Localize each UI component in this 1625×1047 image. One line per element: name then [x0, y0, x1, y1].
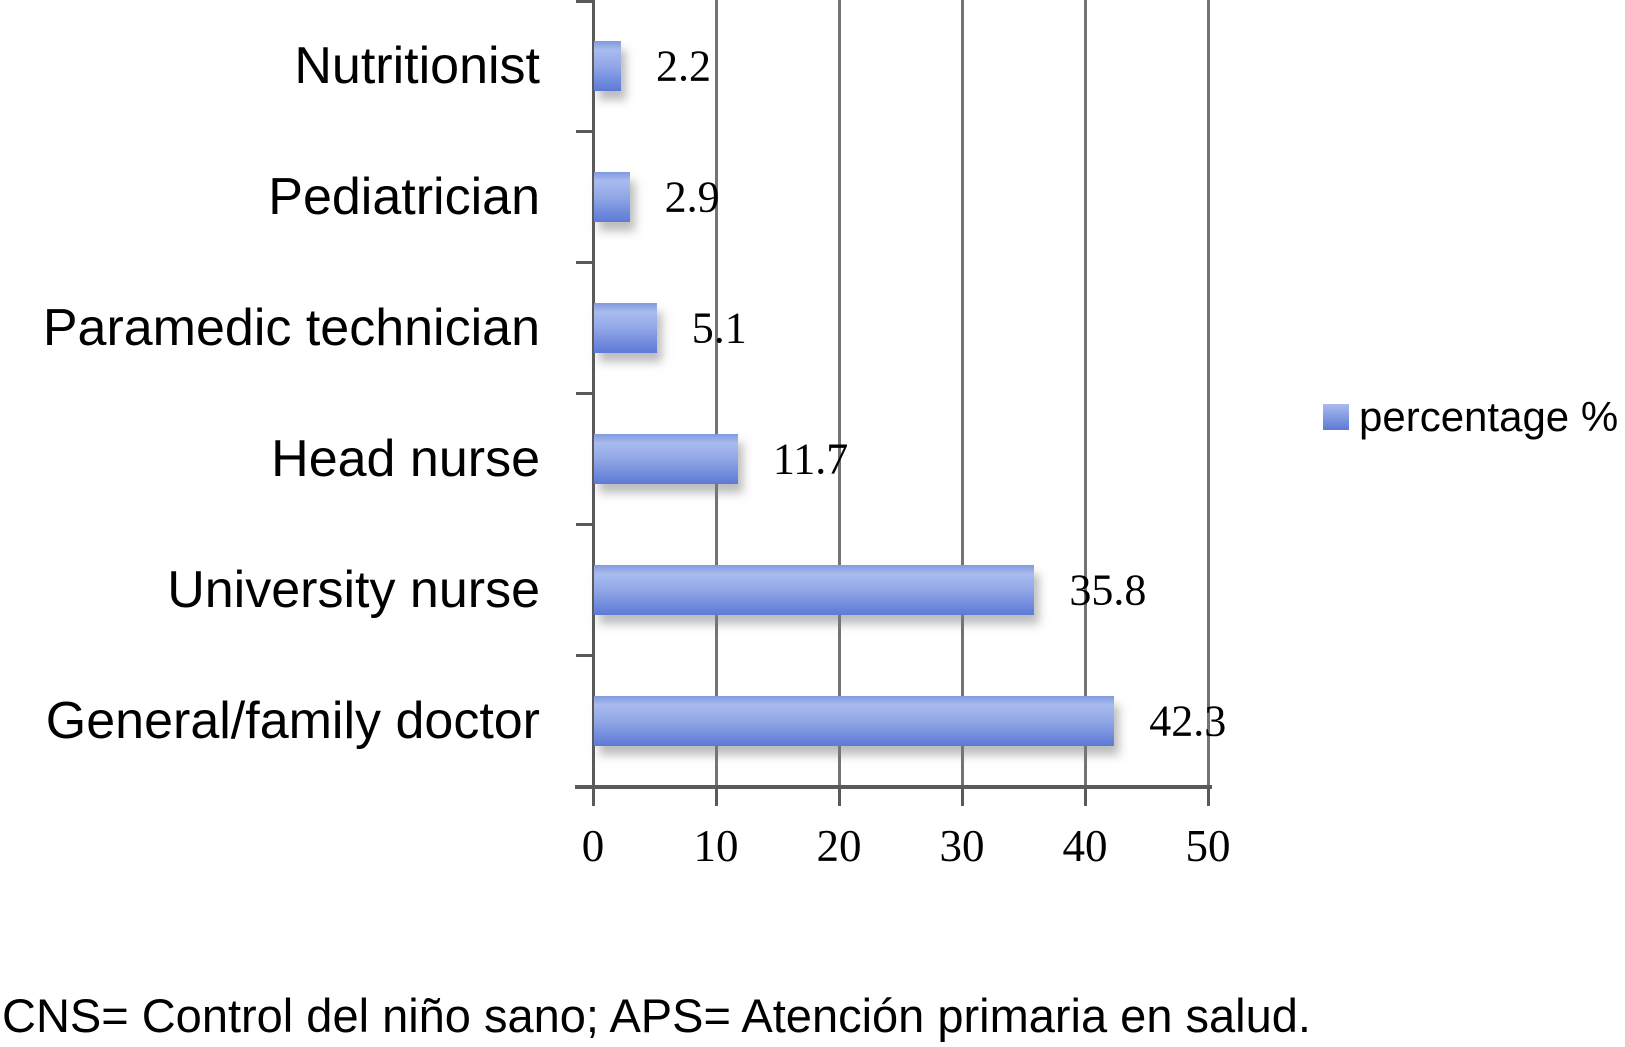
bar-university-nurse — [594, 564, 1035, 615]
value-label: 2.2 — [656, 41, 712, 90]
gridline-30 — [960, 0, 964, 786]
legend: percentage % — [1323, 393, 1618, 441]
y-tick-4 — [576, 522, 593, 526]
x-tick-label-40: 40 — [1062, 821, 1108, 871]
gridline-50 — [1206, 0, 1210, 786]
gridline-40 — [1083, 0, 1087, 786]
category-label: Pediatrician — [268, 167, 540, 226]
legend-swatch-icon — [1323, 404, 1349, 430]
bar-head-nurse — [594, 433, 738, 484]
x-tick-40 — [1083, 786, 1087, 806]
category-label: General/family doctor — [45, 691, 540, 750]
category-label: Nutritionist — [294, 36, 540, 95]
x-tick-label-10: 10 — [693, 821, 739, 871]
x-tick-label-50: 50 — [1185, 821, 1231, 871]
category-label: Paramedic technician — [42, 298, 540, 357]
x-tick-20 — [837, 786, 841, 806]
y-axis-line — [591, 0, 595, 786]
legend-label: percentage % — [1359, 393, 1619, 440]
category-label: University nurse — [167, 560, 540, 619]
y-tick-2 — [576, 260, 593, 264]
footnote-text: CNS= Control del niño sano; APS= Atenció… — [2, 989, 1311, 1042]
x-tick-10 — [714, 786, 718, 806]
x-tick-label-0: 0 — [581, 821, 605, 871]
bar-paramedic-technician — [594, 302, 657, 353]
value-label: 42.3 — [1149, 696, 1227, 745]
x-axis-line — [575, 785, 1212, 789]
x-tick-label-20: 20 — [816, 821, 862, 871]
y-tick-5 — [576, 653, 593, 657]
value-label: 35.8 — [1069, 565, 1147, 614]
y-tick-0 — [576, 0, 593, 3]
value-label: 11.7 — [772, 434, 849, 483]
x-tick-30 — [960, 786, 964, 806]
y-tick-1 — [576, 129, 593, 133]
gridline-20 — [837, 0, 841, 786]
bar-general-family-doctor — [594, 695, 1115, 746]
category-label: Head nurse — [271, 429, 540, 488]
bar-nutritionist — [594, 40, 622, 91]
x-tick-0 — [591, 786, 595, 806]
value-label: 2.9 — [664, 172, 720, 221]
gridline-10 — [714, 0, 718, 786]
x-tick-50 — [1206, 786, 1210, 806]
bar-pediatrician — [594, 171, 630, 222]
value-label: 5.1 — [691, 303, 747, 352]
x-tick-label-30: 30 — [939, 821, 985, 871]
y-tick-3 — [576, 391, 593, 395]
